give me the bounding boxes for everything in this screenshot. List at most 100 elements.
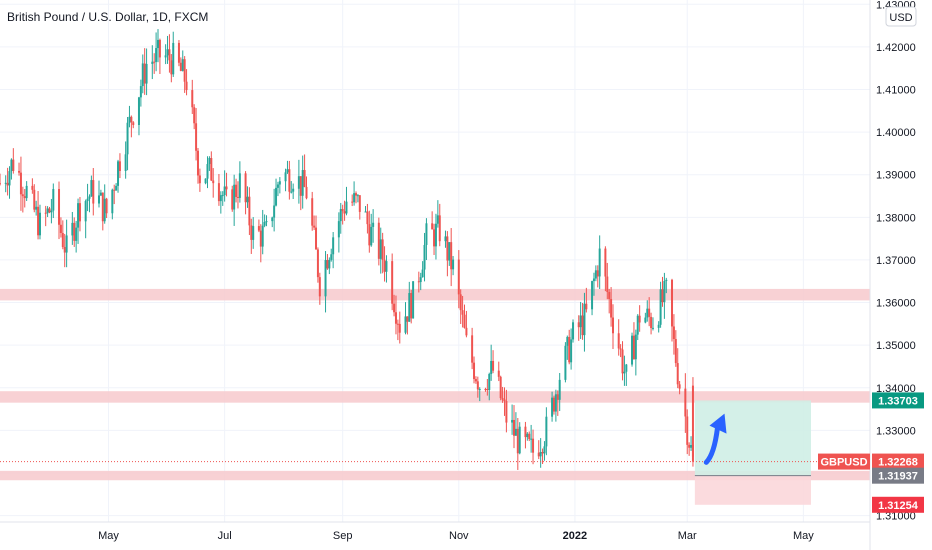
price-axis[interactable]: 1.43000 1.42000 1.41000 1.40000 1.39000 1.380… — [876, 0, 916, 523]
support-resistance-zones — [0, 288, 870, 481]
candle-up — [324, 251, 327, 313]
candle-body — [353, 193, 356, 203]
candle-body — [328, 259, 331, 269]
candle-down — [537, 440, 540, 460]
time-tick-label: 2022 — [563, 530, 587, 542]
candle-body — [10, 159, 13, 172]
candle-up — [353, 181, 356, 206]
candle-down — [73, 217, 76, 247]
price-tick-label: 1.33000 — [876, 425, 916, 437]
candle-body — [452, 259, 455, 270]
candle-body — [423, 244, 426, 270]
candle-body — [196, 150, 199, 176]
candle-body — [337, 221, 340, 238]
candle-body — [52, 189, 55, 211]
candle-down — [516, 417, 519, 470]
candle-body — [221, 195, 224, 197]
candle-body — [278, 181, 281, 185]
candle-body — [459, 294, 462, 311]
candle-body — [648, 308, 651, 317]
candle-body — [678, 384, 681, 389]
currency-button[interactable]: USD — [885, 6, 917, 27]
candle-body — [644, 317, 647, 323]
candle-up — [128, 105, 131, 128]
candle-body — [577, 322, 580, 328]
candle-down — [611, 304, 614, 350]
candle-body — [86, 198, 89, 202]
candle-body — [651, 327, 654, 329]
price-tag-value: 1.31937 — [878, 471, 918, 483]
candle-down — [105, 197, 108, 219]
price-tick-label: 1.36000 — [876, 298, 916, 310]
candle-down — [396, 319, 399, 341]
candle-body — [499, 376, 502, 399]
candle-body — [343, 211, 346, 214]
candle-body — [436, 215, 439, 224]
candle-up — [263, 214, 266, 228]
candle-down — [185, 69, 188, 96]
time-axis[interactable]: May Jul Sep Nov 2022 Mar May — [98, 530, 814, 542]
candle-body — [299, 176, 302, 196]
candle-body — [476, 381, 479, 390]
candle-body — [137, 97, 140, 126]
candle-down — [393, 294, 396, 317]
candle-up — [65, 219, 68, 268]
candle-down — [354, 191, 357, 204]
candle-body — [118, 161, 121, 171]
currency-label: USD — [889, 12, 912, 24]
candle-down — [463, 304, 466, 329]
candle-body — [511, 419, 514, 423]
candle-up — [583, 292, 586, 352]
price-tick-label: 1.38000 — [876, 212, 916, 224]
candle-down — [48, 206, 51, 214]
candle-down — [377, 217, 380, 266]
candle-body — [326, 260, 329, 269]
candle-up — [88, 194, 91, 213]
candle-up — [97, 180, 100, 208]
candle-body — [286, 169, 289, 173]
candle-body — [19, 172, 22, 195]
candle-body — [354, 193, 357, 196]
candle-body — [145, 63, 148, 84]
candle-down — [19, 156, 22, 211]
candle-down — [212, 168, 215, 198]
up-arrow-icon[interactable] — [703, 413, 727, 465]
candle-body — [596, 270, 599, 277]
candle-down — [198, 168, 201, 192]
candle-body — [552, 397, 555, 412]
candle-body — [657, 324, 660, 328]
candle-down — [231, 185, 234, 212]
candle-up — [663, 272, 666, 319]
candle-up — [219, 191, 222, 214]
candle-down — [410, 289, 413, 324]
candle-body — [172, 42, 175, 75]
candle-body — [292, 188, 295, 192]
candle-body — [44, 212, 47, 214]
candle-up — [337, 212, 340, 253]
candle-up — [644, 312, 647, 324]
candle-body — [634, 334, 637, 360]
candle-body — [225, 186, 228, 190]
candle-down — [170, 54, 173, 83]
candle-down — [406, 316, 409, 335]
candle-body — [77, 203, 80, 228]
candle-body — [345, 201, 348, 214]
price-tick-label: 1.42000 — [876, 42, 916, 54]
candle-body — [130, 116, 133, 123]
candle-up — [339, 202, 342, 234]
candle-up — [46, 206, 49, 218]
candle-down — [61, 220, 64, 250]
candle-up — [421, 261, 424, 278]
candle-body — [665, 279, 668, 282]
price-tag-value: 1.32268 — [878, 457, 918, 469]
candle-body — [558, 379, 561, 400]
time-tick-label: Jul — [218, 530, 232, 542]
candle-up — [345, 186, 348, 216]
price-tick-label: 1.41000 — [876, 84, 916, 96]
candle-down — [259, 224, 262, 263]
candle-down — [417, 271, 420, 293]
candle-body — [583, 303, 586, 336]
candle-up — [206, 156, 209, 189]
candle-up — [530, 424, 533, 453]
